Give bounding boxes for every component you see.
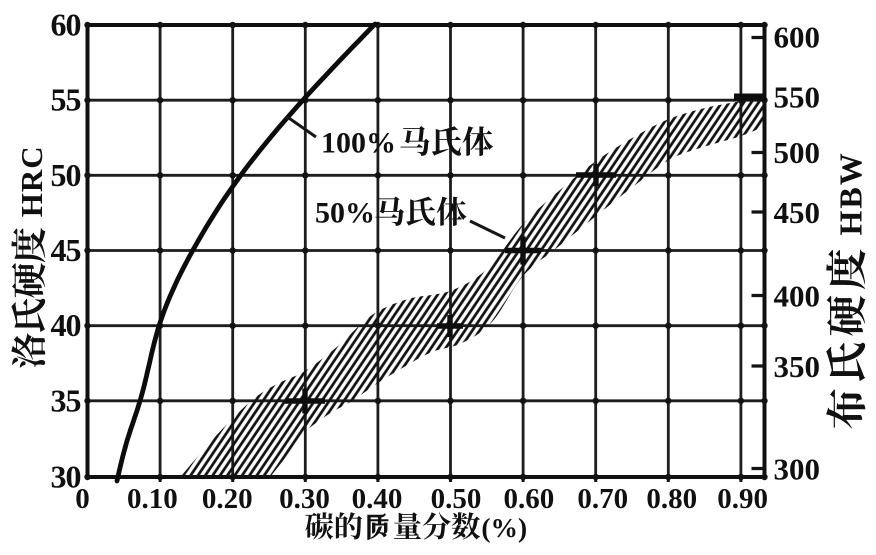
svg-text:600: 600 bbox=[774, 20, 821, 55]
svg-text:50: 50 bbox=[51, 157, 81, 193]
svg-text:0: 0 bbox=[75, 483, 90, 515]
svg-text:35: 35 bbox=[51, 382, 81, 418]
svg-text:0.30: 0.30 bbox=[279, 483, 330, 515]
svg-text:0.80: 0.80 bbox=[646, 483, 697, 515]
svg-text:45: 45 bbox=[51, 232, 81, 268]
svg-text:400: 400 bbox=[774, 279, 821, 314]
svg-text:(%): (%) bbox=[481, 512, 527, 543]
svg-text:0.90: 0.90 bbox=[717, 483, 768, 515]
svg-text:450: 450 bbox=[774, 195, 821, 230]
svg-text:0.70: 0.70 bbox=[577, 483, 628, 515]
svg-text:550: 550 bbox=[774, 80, 821, 115]
svg-text:40: 40 bbox=[51, 307, 81, 343]
svg-text:60: 60 bbox=[51, 7, 81, 43]
svg-text:50%: 50% bbox=[315, 197, 375, 230]
svg-text:HBW: HBW bbox=[833, 151, 869, 235]
svg-text:0.10: 0.10 bbox=[127, 483, 178, 515]
svg-text:300: 300 bbox=[774, 452, 821, 487]
svg-text:0.20: 0.20 bbox=[202, 483, 253, 515]
svg-text:500: 500 bbox=[774, 135, 821, 170]
svg-text:0.50: 0.50 bbox=[431, 483, 482, 515]
svg-text:100%: 100% bbox=[321, 127, 396, 160]
svg-text:350: 350 bbox=[774, 349, 821, 384]
svg-text:55: 55 bbox=[51, 82, 81, 118]
svg-text:HRC: HRC bbox=[14, 145, 49, 217]
svg-text:0.40: 0.40 bbox=[352, 483, 403, 515]
svg-text:0.60: 0.60 bbox=[504, 483, 555, 515]
svg-text:30: 30 bbox=[51, 459, 81, 495]
